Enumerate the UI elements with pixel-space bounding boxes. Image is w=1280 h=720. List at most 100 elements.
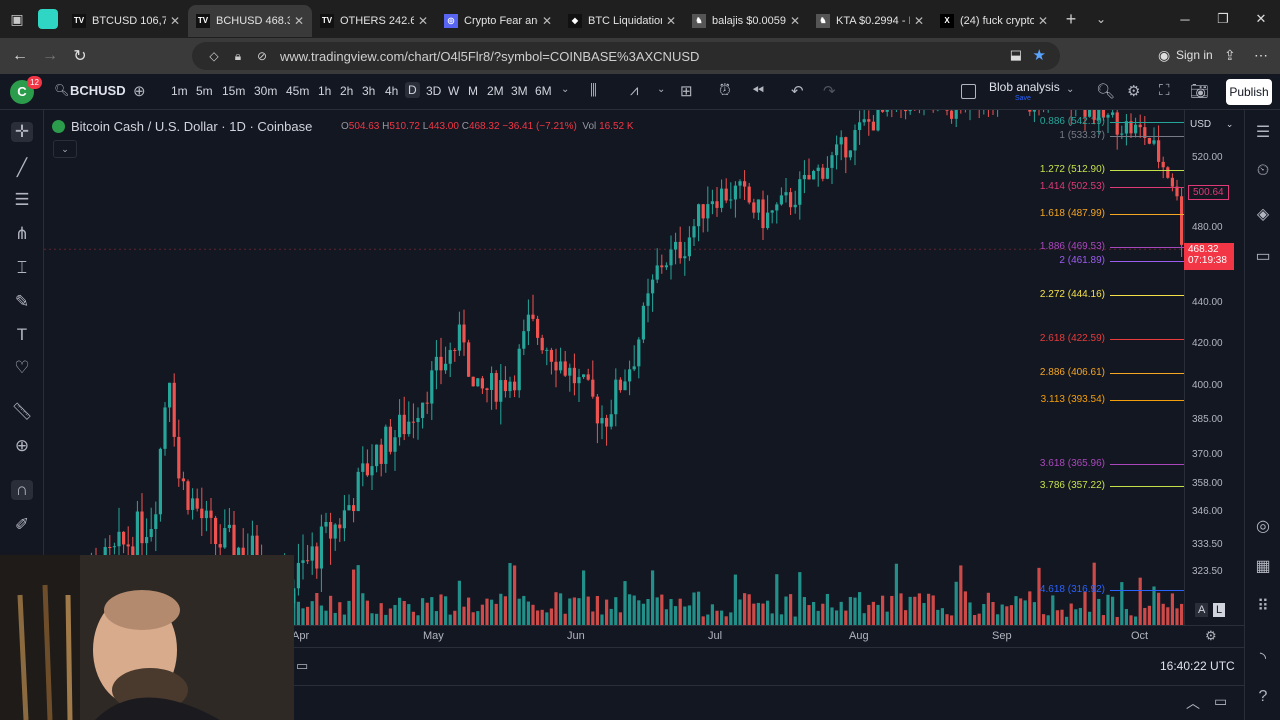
browser-tab[interactable]: ◎ Crypto Fear and G✕: [436, 5, 560, 37]
interval-1h[interactable]: 1h: [318, 84, 332, 98]
browser-tab[interactable]: X (24) fuck crypto -✕: [932, 5, 1056, 37]
signal-icon[interactable]: ◝: [1259, 650, 1267, 667]
interval-M[interactable]: M: [468, 84, 478, 98]
reload-icon[interactable]: ↻: [73, 48, 87, 65]
utc-clock[interactable]: 16:40:22 UTC: [1160, 659, 1235, 673]
interval-3D[interactable]: 3D: [426, 84, 442, 98]
maximize-panel-icon[interactable]: ▭: [1214, 693, 1228, 709]
auto-scale-button[interactable]: A: [1195, 603, 1209, 617]
target-icon[interactable]: ◎: [1256, 518, 1270, 535]
alerts-clock-icon[interactable]: ⏲︎: [1256, 162, 1270, 179]
help-icon[interactable]: ?: [1258, 688, 1268, 705]
interval-6M[interactable]: 6M: [535, 84, 552, 98]
brush-icon[interactable]: ✎: [14, 292, 30, 311]
interval-5m[interactable]: 5m: [196, 84, 213, 98]
interval-30m[interactable]: 30m: [254, 84, 278, 98]
close-tab-icon[interactable]: ✕: [913, 14, 924, 28]
crosshair-icon[interactable]: ✛: [11, 122, 33, 142]
chevron-down-icon[interactable]: ⌄: [1066, 84, 1075, 95]
fib-line[interactable]: [1110, 136, 1184, 137]
candlestick-chart[interactable]: [44, 110, 1184, 625]
fib-line[interactable]: [1110, 170, 1184, 171]
interval-D[interactable]: D: [405, 82, 420, 98]
layers-icon[interactable]: ◈: [1256, 206, 1270, 223]
horizontal-lines-icon[interactable]: ☰: [14, 190, 30, 209]
interval-3h[interactable]: 3h: [362, 84, 376, 98]
forward-icon[interactable]: →: [42, 47, 58, 64]
candles-icon[interactable]: ⫼: [590, 82, 597, 99]
share-icon[interactable]: ⇪: [1224, 47, 1236, 63]
currency-select[interactable]: USD ⌄: [1190, 119, 1236, 135]
close-tab-icon[interactable]: ✕: [1037, 14, 1048, 28]
compare-add-icon[interactable]: ⊕: [133, 83, 146, 100]
chevron-down-icon[interactable]: ⌄: [1095, 12, 1107, 26]
fib-line[interactable]: [1110, 295, 1184, 296]
interval-4h[interactable]: 4h: [385, 84, 399, 98]
alert-price-label[interactable]: 500.64: [1188, 185, 1229, 200]
fib-line[interactable]: [1110, 247, 1184, 248]
fib-line[interactable]: [1110, 400, 1184, 401]
pinned-tab-icon[interactable]: [38, 9, 58, 29]
close-icon[interactable]: ✕: [1255, 11, 1267, 26]
fib-line[interactable]: [1110, 590, 1184, 591]
undo-icon[interactable]: ↶: [791, 83, 804, 100]
trend-line-icon[interactable]: ╱: [16, 158, 28, 177]
interval-2M[interactable]: 2M: [487, 84, 504, 98]
fib-tool-icon[interactable]: ⌶: [16, 258, 28, 277]
browser-tab[interactable]: ◆ BTC Liquidation L✕: [560, 5, 684, 37]
settings-gear-icon[interactable]: ⚙: [1127, 83, 1141, 100]
fib-line[interactable]: [1110, 486, 1184, 487]
chart-canvas[interactable]: [44, 110, 1184, 625]
time-settings-icon[interactable]: ⚙: [1205, 628, 1217, 643]
new-tab-button[interactable]: +: [1065, 8, 1077, 29]
layout-name[interactable]: Blob analysis: [989, 80, 1060, 94]
fib-line[interactable]: [1110, 122, 1184, 123]
close-tab-icon[interactable]: ✕: [417, 14, 428, 28]
back-icon[interactable]: ←: [12, 47, 28, 64]
log-scale-button[interactable]: L: [1213, 603, 1226, 617]
chevron-down-icon[interactable]: ⌄: [657, 84, 666, 95]
alert-icon[interactable]: ⏰︎: [719, 82, 731, 99]
sign-in-button[interactable]: Sign in: [1176, 48, 1213, 62]
redo-icon[interactable]: ↷: [823, 83, 836, 100]
browser-tab[interactable]: ♞ balajis $0.005992✕: [684, 5, 808, 37]
url-text[interactable]: www.tradingview.com/chart/O4l5Flr8/?symb…: [280, 48, 700, 64]
fib-line[interactable]: [1110, 373, 1184, 374]
fib-line[interactable]: [1110, 187, 1184, 188]
close-tab-icon[interactable]: ✕: [541, 14, 552, 28]
tab-actions-icon[interactable]: ▣: [10, 10, 24, 27]
apps-grid-icon[interactable]: ⠿: [1257, 598, 1269, 615]
account-icon[interactable]: ◉: [1158, 47, 1171, 63]
symbol-search[interactable]: BCHUSD: [70, 83, 126, 98]
chevron-down-icon[interactable]: ⌄: [561, 84, 570, 95]
search-icon[interactable]: 🔍︎: [54, 83, 70, 97]
pitchfork-icon[interactable]: ⋔: [14, 224, 30, 243]
interval-3M[interactable]: 3M: [511, 84, 528, 98]
legend-title[interactable]: Bitcoin Cash / U.S. Dollar · 1D · Coinba…: [71, 119, 313, 134]
address-bar[interactable]: ◇ 🔒︎ ⊘ www.tradingview.com/chart/O4l5Flr…: [192, 42, 1060, 70]
minimize-icon[interactable]: ─: [1180, 11, 1190, 27]
browser-tab[interactable]: ♞ KTA $0.2994 - Kee✕: [808, 5, 932, 37]
bookmark-star-icon[interactable]: ★: [1032, 47, 1046, 64]
extension-icon[interactable]: ⬓: [1009, 47, 1022, 62]
indicators-icon[interactable]: ⩘: [630, 82, 639, 99]
interval-1m[interactable]: 1m: [171, 84, 188, 98]
time-axis[interactable]: [44, 625, 1244, 647]
watchlist-icon[interactable]: ☰: [1255, 124, 1271, 141]
interval-2h[interactable]: 2h: [340, 84, 354, 98]
fib-line[interactable]: [1110, 214, 1184, 215]
legend-collapse-button[interactable]: ⌄: [53, 140, 77, 158]
browser-tab[interactable]: TV OTHERS 242.62 B✕: [312, 5, 436, 37]
camera-off-icon[interactable]: ⊘: [256, 49, 268, 63]
interval-15m[interactable]: 15m: [222, 84, 246, 98]
date-range-icon[interactable]: ▭: [296, 658, 309, 673]
ruler-icon[interactable]: 📏︎: [11, 402, 33, 421]
fullscreen-icon[interactable]: ⛶: [1159, 82, 1170, 99]
lock-icon[interactable]: 🔒︎: [234, 48, 242, 63]
replay-icon[interactable]: ⏪︎: [752, 82, 765, 99]
close-tab-icon[interactable]: ✕: [293, 14, 304, 28]
calendar-icon[interactable]: ▦: [1255, 558, 1271, 575]
tracking-icon[interactable]: ◇: [209, 49, 219, 63]
interval-45m[interactable]: 45m: [286, 84, 310, 98]
lock-drawing-icon[interactable]: ✐: [14, 515, 30, 534]
